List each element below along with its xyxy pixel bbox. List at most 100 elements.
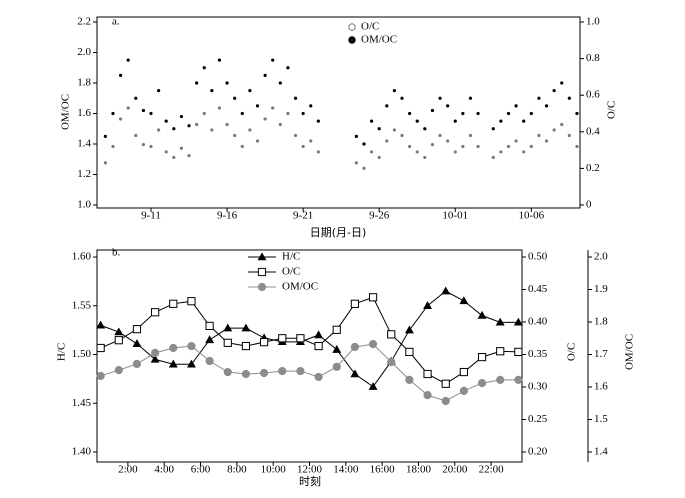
marker [223, 367, 232, 377]
data-point [217, 106, 222, 110]
data-point [248, 128, 252, 132]
y2-tick-label: 0.6 [586, 89, 600, 101]
marker [169, 343, 178, 353]
marker [205, 321, 214, 330]
y3-tick-label: 2.0 [594, 251, 608, 263]
panel: a. 9-11 9-16 9-21 9-26 10-01 10-06 1.0 1.2 1.4 1.6… [60, 16, 618, 239]
data-point [202, 66, 206, 70]
y2-tick-label: 0.35 [528, 348, 548, 360]
data-point [263, 117, 267, 121]
marker [459, 296, 469, 305]
marker [423, 369, 432, 379]
data-point [195, 81, 199, 85]
data-point [225, 81, 229, 85]
data-point [164, 119, 168, 123]
data-point [514, 104, 518, 108]
marker [114, 327, 124, 336]
legend-label: H/C [282, 251, 300, 263]
data-point [354, 134, 358, 138]
data-point [567, 133, 571, 138]
marker [132, 359, 142, 369]
y2-tick-label: 0 [586, 199, 592, 211]
x-tick-label: 8:00 [227, 464, 247, 476]
data-point [438, 96, 442, 100]
x-tick-label: 22:00 [479, 464, 505, 476]
marker [477, 310, 487, 319]
marker [350, 299, 360, 308]
data-point [537, 133, 541, 138]
data-point [491, 155, 495, 160]
marker [477, 353, 487, 362]
y-tick-label: 1.40 [72, 446, 92, 458]
x-tick-label: 14:00 [333, 464, 359, 476]
data-point [461, 144, 465, 149]
data-point [217, 58, 222, 62]
data-point [514, 139, 518, 143]
data-point [385, 104, 389, 108]
y2-tick-label: 0.25 [528, 413, 548, 425]
data-point [453, 150, 457, 154]
marker [496, 347, 505, 356]
y2-tick-label: 0.45 [528, 283, 548, 295]
data-point [400, 96, 404, 100]
data-point [522, 150, 526, 154]
marker [241, 341, 251, 351]
data-point [210, 128, 214, 132]
data-point [255, 104, 260, 108]
y-tick-label: 1.8 [77, 77, 91, 89]
data-point [476, 144, 480, 149]
marker [495, 317, 505, 326]
x-tick-label: 4:00 [154, 464, 174, 476]
y-tick-label: 1.50 [72, 348, 92, 360]
data-point [225, 122, 229, 127]
data-point [187, 124, 191, 128]
data-point [240, 111, 244, 116]
y2-tick-label: 0.2 [586, 162, 600, 174]
marker [186, 359, 196, 368]
y3-tick-label: 1.4 [594, 446, 608, 458]
data-point [278, 81, 282, 85]
data-point [240, 144, 244, 149]
y2-tick-label: 0.50 [528, 251, 548, 263]
marker [259, 368, 269, 378]
data-point [278, 122, 282, 127]
marker [405, 347, 414, 356]
marker [205, 356, 214, 366]
marker [168, 359, 178, 368]
marker [150, 354, 160, 363]
data-point [316, 119, 320, 123]
y2-axis-label: O/C [606, 101, 618, 119]
marker [477, 379, 487, 388]
data-point [430, 143, 435, 147]
data-point [408, 144, 412, 149]
marker [241, 323, 251, 332]
x-tick-label: 10-06 [518, 210, 544, 222]
marker [459, 386, 468, 395]
legend-label: OM/OC [282, 281, 318, 293]
y2-axis-label: O/C [566, 343, 578, 361]
data-point [446, 139, 450, 143]
x-tick-label: 20:00 [442, 464, 468, 476]
marker [350, 342, 360, 352]
y-tick-label: 2.2 [77, 16, 91, 28]
data-point [149, 111, 153, 116]
y-axis-label: OM/OC [60, 94, 72, 130]
x-tick-label: 9-11 [141, 210, 161, 222]
data-point [111, 111, 115, 116]
y2-tick-label: 1.0 [586, 16, 600, 28]
marker [441, 379, 450, 388]
data-point [446, 104, 450, 108]
data-point [537, 96, 541, 100]
data-point [491, 127, 495, 131]
marker [96, 371, 105, 381]
data-point [415, 150, 419, 154]
y-tick-label: 1.6 [77, 107, 91, 119]
data-point [126, 106, 130, 110]
x-axis-label: 时刻 [299, 474, 321, 488]
marker [405, 375, 414, 384]
data-point [522, 119, 526, 123]
data-point [309, 139, 313, 143]
y-tick-label: 1.55 [72, 299, 92, 311]
y2-tick-label: 0.40 [528, 316, 548, 328]
